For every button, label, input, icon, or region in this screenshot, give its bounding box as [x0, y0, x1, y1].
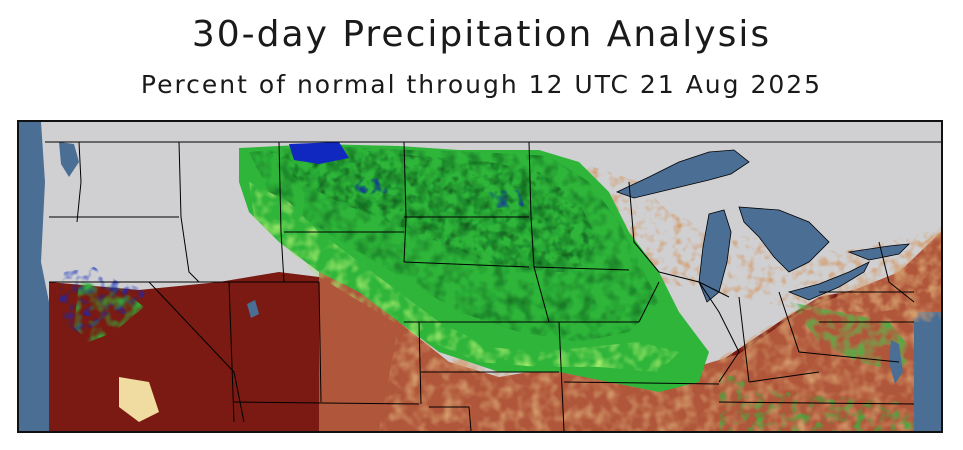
map-title: 30-day Precipitation Analysis — [191, 14, 772, 55]
wet-region — [239, 144, 914, 431]
great-salt-lake — [247, 300, 259, 318]
extreme-wet-patches — [59, 142, 524, 422]
great-lakes — [59, 142, 911, 384]
lake-huron — [738, 206, 830, 273]
precipitation-map — [17, 120, 943, 433]
map-subtitle: Percent of normal through 12 UTC 21 Aug … — [140, 70, 823, 99]
atlantic-ocean — [914, 312, 941, 431]
map-canvas — [19, 122, 941, 431]
state-boundaries — [45, 141, 941, 431]
lake-erie — [787, 261, 870, 301]
lake-ontario — [847, 243, 911, 261]
puget-sound — [59, 142, 79, 177]
lake-superior — [615, 149, 750, 199]
